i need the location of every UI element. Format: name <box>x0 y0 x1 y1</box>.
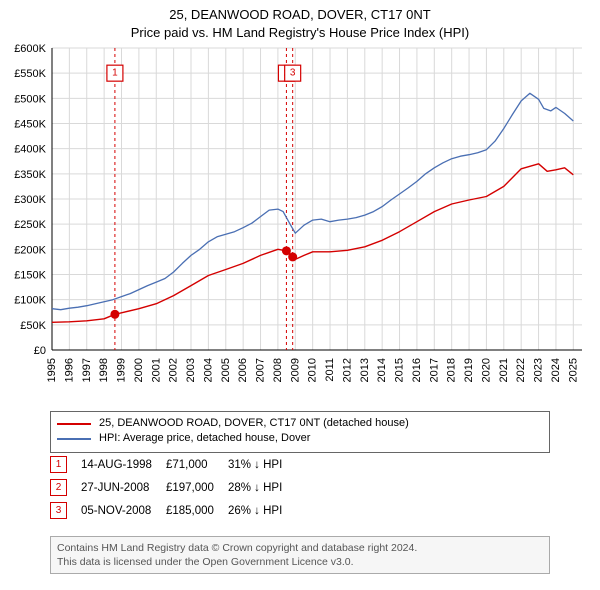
attribution-line-1: Contains HM Land Registry data © Crown c… <box>57 541 543 555</box>
svg-text:2002: 2002 <box>168 358 180 382</box>
svg-text:2025: 2025 <box>567 358 579 382</box>
svg-text:£300K: £300K <box>14 194 46 206</box>
svg-text:2009: 2009 <box>289 358 301 382</box>
svg-text:2023: 2023 <box>533 358 545 382</box>
svg-text:2006: 2006 <box>237 358 249 382</box>
svg-text:2017: 2017 <box>428 358 440 382</box>
event-date: 05-NOV-2008 <box>81 499 166 522</box>
attribution-box: Contains HM Land Registry data © Crown c… <box>50 536 550 574</box>
svg-text:2016: 2016 <box>411 358 423 382</box>
event-delta: 26% ↓ HPI <box>228 499 296 522</box>
svg-text:2022: 2022 <box>515 358 527 382</box>
svg-text:2013: 2013 <box>359 358 371 382</box>
svg-text:1: 1 <box>112 68 118 79</box>
svg-text:£550K: £550K <box>14 68 46 80</box>
svg-text:£350K: £350K <box>14 169 46 181</box>
legend-swatch-hpi <box>57 438 91 440</box>
svg-text:2011: 2011 <box>324 358 336 382</box>
attribution-line-2: This data is licensed under the Open Gov… <box>57 555 543 569</box>
event-row: 3 05-NOV-2008£185,00026% ↓ HPI <box>50 499 296 522</box>
legend-row-price-paid: 25, DEANWOOD ROAD, DOVER, CT17 0NT (deta… <box>57 416 543 431</box>
event-delta: 31% ↓ HPI <box>228 453 296 476</box>
svg-text:1995: 1995 <box>46 358 58 382</box>
svg-text:2018: 2018 <box>446 358 458 382</box>
event-price: £197,000 <box>166 476 228 499</box>
svg-text:£0: £0 <box>34 345 46 357</box>
svg-text:2014: 2014 <box>376 358 388 382</box>
svg-text:2008: 2008 <box>272 358 284 382</box>
chart-area: £0 £50K £100K £150K £200K £250K £300K £350K £400… <box>0 42 600 400</box>
svg-text:2012: 2012 <box>341 358 353 382</box>
svg-text:2000: 2000 <box>133 358 145 382</box>
svg-text:2020: 2020 <box>480 358 492 382</box>
chart-svg: £0 £50K £100K £150K £200K £250K £300K £350K £400… <box>0 42 600 400</box>
event-row: 1 14-AUG-1998£71,00031% ↓ HPI <box>50 453 296 476</box>
legend-swatch-price-paid <box>57 423 91 425</box>
svg-text:£400K: £400K <box>14 144 46 156</box>
svg-text:£500K: £500K <box>14 93 46 105</box>
chart-title-block: 25, DEANWOOD ROAD, DOVER, CT17 0NT Price… <box>0 0 600 41</box>
title-line-1: 25, DEANWOOD ROAD, DOVER, CT17 0NT <box>0 6 600 24</box>
svg-text:2007: 2007 <box>255 358 267 382</box>
event-number-box: 2 <box>50 479 67 496</box>
event-number-box: 3 <box>50 502 67 519</box>
svg-text:1996: 1996 <box>63 358 75 382</box>
svg-text:2003: 2003 <box>185 358 197 382</box>
event-date: 27-JUN-2008 <box>81 476 166 499</box>
svg-text:3: 3 <box>290 68 296 79</box>
svg-text:2015: 2015 <box>394 358 406 382</box>
svg-text:£150K: £150K <box>14 270 46 282</box>
svg-text:£600K: £600K <box>14 43 46 55</box>
event-table: 1 14-AUG-1998£71,00031% ↓ HPI 2 27-JUN-2008… <box>50 453 550 522</box>
svg-text:£100K: £100K <box>14 295 46 307</box>
svg-text:2021: 2021 <box>498 358 510 382</box>
event-price: £71,000 <box>166 453 228 476</box>
svg-text:2001: 2001 <box>150 358 162 382</box>
svg-text:£50K: £50K <box>20 320 46 332</box>
title-line-2: Price paid vs. HM Land Registry's House … <box>0 24 600 42</box>
legend-row-hpi: HPI: Average price, detached house, Dove… <box>57 431 543 446</box>
svg-text:2010: 2010 <box>307 358 319 382</box>
event-row: 2 27-JUN-2008£197,00028% ↓ HPI <box>50 476 296 499</box>
svg-text:1997: 1997 <box>81 358 93 382</box>
svg-text:2004: 2004 <box>202 358 214 382</box>
event-number-box: 1 <box>50 456 67 473</box>
legend-label-hpi: HPI: Average price, detached house, Dove… <box>99 431 310 446</box>
event-delta: 28% ↓ HPI <box>228 476 296 499</box>
svg-text:1999: 1999 <box>116 358 128 382</box>
legend: 25, DEANWOOD ROAD, DOVER, CT17 0NT (deta… <box>50 411 550 453</box>
svg-text:2005: 2005 <box>220 358 232 382</box>
legend-label-price-paid: 25, DEANWOOD ROAD, DOVER, CT17 0NT (deta… <box>99 416 409 431</box>
svg-text:2019: 2019 <box>463 358 475 382</box>
svg-text:1998: 1998 <box>98 358 110 382</box>
event-price: £185,000 <box>166 499 228 522</box>
svg-text:£200K: £200K <box>14 244 46 256</box>
svg-text:2024: 2024 <box>550 358 562 382</box>
svg-text:£450K: £450K <box>14 119 46 131</box>
event-date: 14-AUG-1998 <box>81 453 166 476</box>
svg-text:£250K: £250K <box>14 219 46 231</box>
